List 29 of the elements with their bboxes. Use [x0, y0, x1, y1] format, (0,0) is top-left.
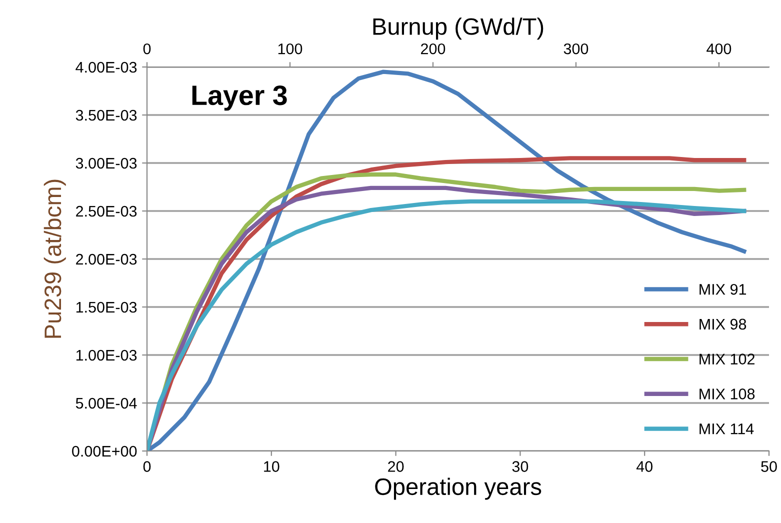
legend-label: MIX 98: [700, 318, 746, 330]
y-tick-label: 1.00E-03: [76, 350, 137, 361]
y-tick-label: 2.00E-03: [76, 254, 137, 265]
y-tick-label: 2.50E-03: [76, 206, 137, 217]
x-tick-label: 0: [143, 461, 151, 472]
y-tick-label: 4.00E-03: [76, 62, 137, 73]
x2-tick-label: 400: [706, 43, 732, 54]
legend-label: MIX 114: [700, 424, 754, 434]
x2-axis-title: Burnup (GWd/T): [373, 18, 544, 40]
y-tick-label: 0.00E+00: [72, 446, 137, 457]
x2-tick-label: 0: [143, 43, 151, 54]
x-tick-label: 30: [512, 461, 528, 472]
x-tick-label: 40: [636, 461, 652, 472]
x-axis-title: Operation years: [375, 478, 542, 500]
x-tick-label: 20: [388, 461, 404, 472]
y-tick-label: 3.50E-03: [76, 110, 137, 121]
x2-tick-label: 100: [278, 43, 302, 54]
y-tick-label: 3.00E-03: [76, 158, 137, 169]
x-tick-label: 50: [761, 461, 777, 472]
legend-label: MIX 108: [700, 388, 755, 400]
legend-label: MIX 91: [700, 284, 746, 295]
x2-tick-label: 200: [421, 43, 446, 54]
y-tick-label: 5.00E-04: [76, 398, 137, 409]
x2-tick-label: 300: [564, 43, 588, 54]
text: Layer 3: [192, 86, 287, 111]
y-tick-label: 1.50E-03: [76, 302, 137, 313]
x-tick-label: 10: [264, 461, 280, 472]
y-axis-title: Pu239 (at/bcm): [44, 180, 66, 338]
legend-label: MIX 102: [700, 354, 754, 364]
